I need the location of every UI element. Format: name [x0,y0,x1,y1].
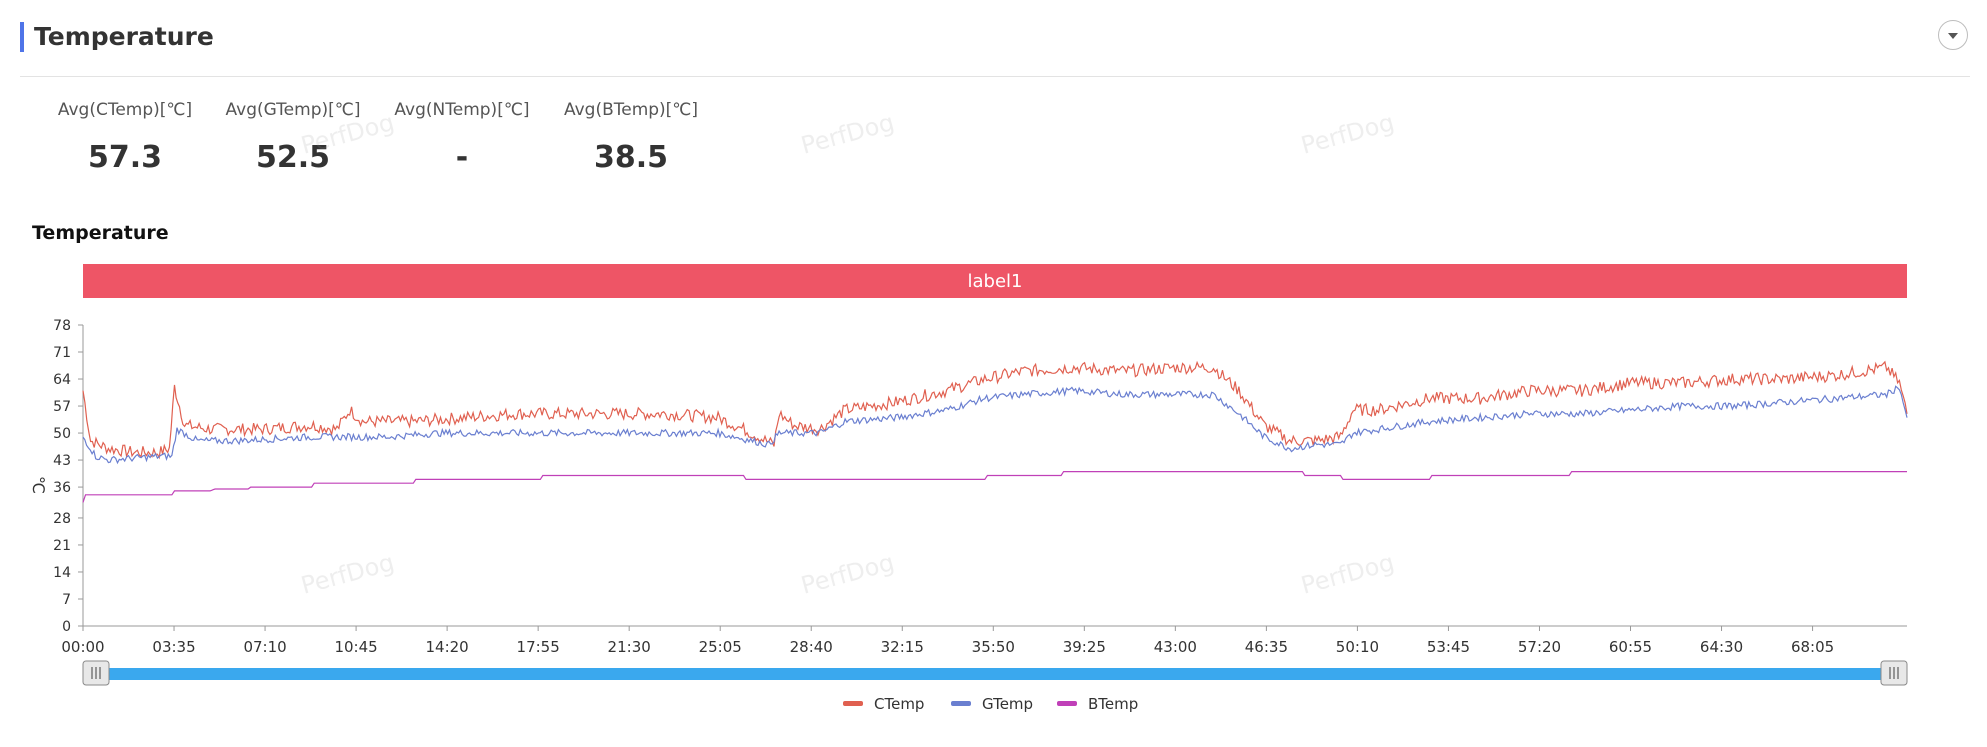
x-tick-label: 53:45 [1427,638,1470,656]
x-tick-label: 03:35 [152,638,195,656]
page-title: Temperature [34,22,214,51]
stat-value: 57.3 [87,140,163,175]
x-tick-label: 21:30 [608,638,651,656]
legend-item-gtemp[interactable]: GTemp [951,695,1033,713]
stat-label: Avg(GTemp)[℃] [225,100,361,120]
legend-swatch [1057,701,1077,706]
x-tick-label: 35:50 [972,638,1015,656]
y-tick-label: 0 [62,619,71,635]
stat-label: Avg(BTemp)[℃] [563,100,699,120]
chevron-down-icon [1948,33,1958,39]
legend-item-btemp[interactable]: BTemp [1057,695,1138,713]
x-tick-label: 10:45 [334,638,377,656]
y-tick-label: 64 [53,372,71,388]
x-tick-label: 00:00 [61,638,104,656]
x-tick-label: 46:35 [1245,638,1288,656]
legend-swatch [951,701,971,706]
y-tick-label: 43 [53,453,71,469]
x-tick-label: 07:10 [243,638,286,656]
legend-label: BTemp [1088,695,1138,713]
label-band-text: label1 [968,271,1023,292]
y-tick-label: 57 [53,399,71,415]
collapse-button[interactable] [1938,20,1968,50]
x-tick-label: 60:55 [1609,638,1652,656]
x-tick-label: 14:20 [426,638,469,656]
series-line-ctemp [82,360,1908,460]
x-tick-label: 43:00 [1154,638,1197,656]
stat-label: Avg(CTemp)[℃] [57,100,193,120]
zoom-handle-left[interactable] [82,660,110,686]
label-band [83,264,1907,298]
x-tick-label: 17:55 [517,638,560,656]
series-line-btemp [82,471,1907,503]
y-tick-label: 14 [53,565,71,581]
zoom-handle-right[interactable] [1880,660,1908,686]
title-accent-bar [20,22,24,52]
stat-value: 38.5 [593,140,669,175]
legend-label: GTemp [982,695,1033,713]
stat-value: 52.5 [255,140,331,175]
y-tick-label: 28 [53,511,71,527]
legend-item-ctemp[interactable]: CTemp [843,695,924,713]
x-tick-label: 57:20 [1518,638,1561,656]
stat-ntemp: Avg(NTemp)[℃] - [377,100,547,175]
chart-title: Temperature [32,222,169,244]
x-tick-label: 39:25 [1063,638,1106,656]
series-line-gtemp [82,385,1908,465]
y-tick-label: 78 [53,318,71,334]
y-tick-label: 21 [53,538,71,554]
x-tick-label: 28:40 [790,638,833,656]
x-tick-label: 32:15 [881,638,924,656]
x-tick-label: 68:05 [1791,638,1834,656]
y-tick-label: 50 [53,426,71,442]
y-tick-label: 7 [62,592,71,608]
stat-gtemp: Avg(GTemp)[℃] 52.5 [208,100,378,175]
x-tick-label: 50:10 [1336,638,1379,656]
stat-value: - [455,140,469,175]
legend-label: CTemp [874,695,924,713]
x-tick-label: 25:05 [699,638,742,656]
zoom-slider-track [83,668,1907,680]
stat-label: Avg(NTemp)[℃] [394,100,530,120]
y-tick-label: 36 [53,480,71,496]
y-tick-label: 71 [53,345,71,361]
legend-swatch [843,701,863,706]
stat-btemp: Avg(BTemp)[℃] 38.5 [546,100,716,175]
y-axis-label: ℃ [29,476,48,494]
stat-ctemp: Avg(CTemp)[℃] 57.3 [40,100,210,175]
section-header: Temperature [20,18,1970,77]
x-tick-label: 64:30 [1700,638,1743,656]
